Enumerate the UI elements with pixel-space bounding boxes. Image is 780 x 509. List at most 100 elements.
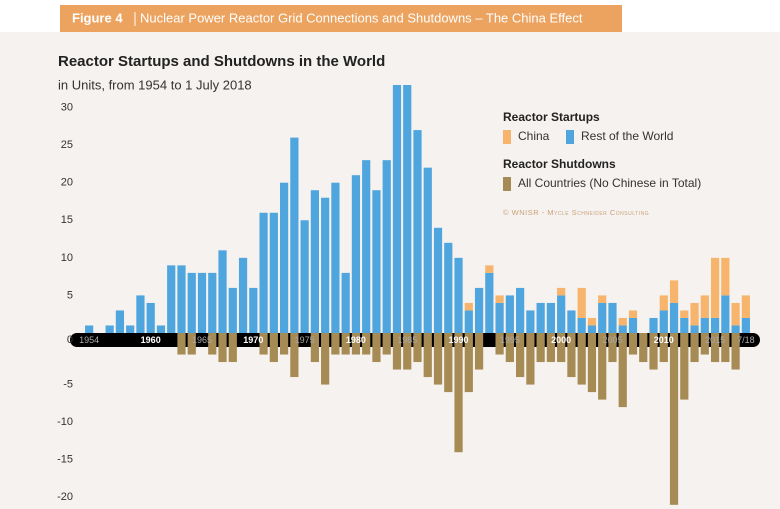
legend-group: Reactor Startups (503, 110, 600, 124)
bar (710, 333, 720, 363)
bar (136, 295, 145, 333)
y-tick-label: 5 (67, 289, 73, 301)
bar (392, 333, 402, 370)
bar (392, 85, 402, 333)
bar (546, 302, 556, 333)
bar (618, 317, 627, 326)
bar (85, 325, 94, 333)
bar (310, 190, 319, 333)
bar (485, 272, 494, 333)
bar (516, 333, 525, 378)
bar (587, 325, 597, 333)
bar (710, 257, 720, 318)
bar (741, 295, 750, 318)
x-tick-label: 2005 (602, 335, 622, 345)
bar (598, 333, 607, 400)
bar (649, 317, 658, 333)
bar (208, 272, 217, 333)
bar (587, 333, 597, 393)
bar (485, 265, 494, 273)
y-tick-label: -20 (57, 491, 73, 503)
bar (341, 272, 350, 333)
chart-title: Reactor Startups and Shutdowns in the Wo… (58, 53, 385, 70)
x-tick-label: 2010 (654, 335, 674, 345)
bar (659, 310, 668, 333)
bar (495, 302, 504, 333)
legend-swatch (566, 130, 574, 144)
bar (536, 302, 545, 333)
credit: © WNISR - Mycle Schneider Consulting (503, 208, 649, 217)
x-tick-label: 1995 (500, 335, 520, 345)
bar (721, 295, 730, 333)
bar (669, 280, 679, 303)
bar (228, 333, 237, 363)
bar (290, 137, 299, 333)
bar (731, 325, 740, 333)
bar (628, 310, 638, 318)
bar (741, 317, 750, 333)
header-band (60, 5, 622, 32)
bar (290, 333, 299, 378)
bar (474, 287, 484, 333)
x-tick-label: 1954 (79, 335, 99, 345)
legend-swatch (503, 177, 511, 191)
bar (156, 325, 166, 333)
bar (197, 272, 207, 333)
bar (177, 333, 186, 355)
legend-label: All Countries (No Chinese in Total) (518, 176, 701, 190)
bar (167, 265, 176, 333)
bar (331, 333, 340, 355)
bar (413, 130, 422, 333)
bar (495, 333, 504, 355)
bar (454, 257, 463, 333)
bar (249, 287, 258, 333)
bar (444, 242, 453, 333)
bar (413, 333, 422, 363)
bar (649, 333, 658, 370)
bar (433, 333, 443, 385)
bar (731, 302, 740, 326)
bar (700, 333, 709, 355)
bar (680, 333, 689, 400)
bar (526, 310, 535, 333)
bar (454, 333, 463, 453)
bar (464, 310, 473, 333)
bar (382, 333, 391, 355)
bar (351, 175, 361, 333)
bar (628, 317, 638, 333)
bar (598, 302, 607, 333)
bar (177, 265, 186, 333)
bar (403, 85, 412, 333)
x-tick-label: 1990 (449, 335, 469, 345)
bar (115, 310, 125, 333)
y-tick-label: -15 (57, 454, 73, 466)
bar (474, 333, 484, 370)
bar (372, 333, 381, 363)
bar (567, 310, 576, 333)
bar (690, 302, 699, 326)
x-tick-label: 2015 (705, 335, 725, 345)
bar (680, 317, 689, 333)
x-tick-label: 1965 (192, 335, 212, 345)
y-tick-label: 30 (61, 101, 73, 113)
bar (721, 257, 730, 296)
bar (659, 333, 668, 363)
bar (238, 257, 248, 333)
legend-swatch (503, 130, 511, 144)
bar (464, 302, 473, 311)
chart-subtitle: in Units, from 1954 to 1 July 2018 (58, 77, 252, 92)
bar (403, 333, 412, 370)
bar (546, 333, 556, 363)
bar (105, 325, 114, 333)
bar (300, 220, 309, 333)
bar (700, 317, 709, 333)
bar (372, 190, 381, 333)
bar (259, 212, 268, 333)
bar (464, 333, 473, 393)
bar (362, 160, 371, 333)
legend-group: Reactor Shutdowns (503, 157, 616, 171)
bar (228, 287, 237, 333)
bar (669, 333, 679, 505)
bar (577, 287, 586, 318)
